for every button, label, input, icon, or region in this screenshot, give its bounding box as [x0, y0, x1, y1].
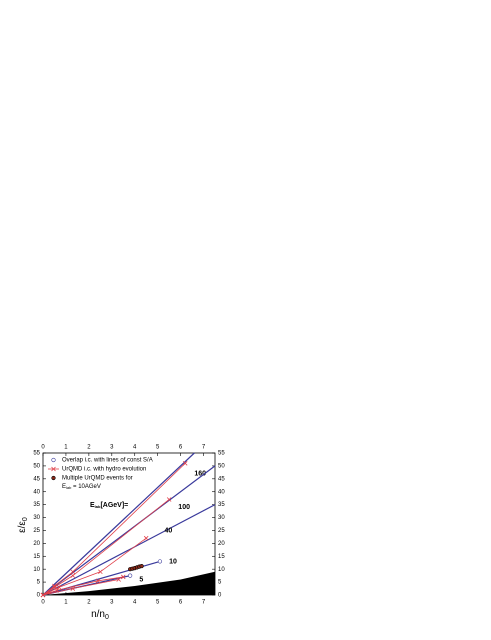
legend-sub: lab	[66, 485, 72, 490]
curve-label: 40	[165, 527, 173, 534]
x-tick-label: 4	[133, 600, 137, 606]
open-circle-marker	[128, 573, 133, 578]
cross-marker	[166, 497, 172, 502]
y-label-sub: 0	[22, 517, 29, 521]
annotation: Elab[AGeV]=	[90, 502, 128, 509]
y-tick-label-right: 10	[218, 567, 225, 573]
y-label-main: ε/ε	[17, 521, 28, 533]
x-tick-label: 7	[202, 600, 206, 606]
x-tick-label-top: 1	[64, 445, 68, 451]
annotation-rest: [AGeV]=	[100, 502, 128, 509]
x-tick-label-top: 2	[87, 445, 91, 451]
y-tick-label-right: 45	[218, 476, 225, 482]
y-tick-label-right: 0	[218, 593, 222, 599]
const-sa-line	[42, 504, 216, 596]
legend-label: UrQMD i.c. with hydro evolution	[62, 467, 146, 473]
cross-marker	[120, 574, 126, 580]
x-tick-label: 2	[87, 600, 91, 606]
cross-marker	[54, 588, 60, 593]
hydro-line	[42, 463, 186, 596]
cross-marker	[70, 573, 76, 578]
y-tick-label-right: 15	[218, 554, 225, 560]
y-tick-label: 20	[33, 541, 40, 547]
cross-marker	[116, 577, 121, 582]
y-tick-label-right: 35	[218, 502, 225, 508]
cross-marker	[51, 466, 56, 472]
x-tick-label-top: 0	[41, 445, 45, 451]
const-sa-line	[42, 452, 195, 596]
curve-label: 5	[139, 576, 143, 583]
y-tick-label-right: 30	[218, 515, 225, 521]
legend-rest: = 10AGeV	[71, 484, 101, 490]
filled-circle-marker	[51, 475, 56, 481]
x-tick-label: 1	[64, 600, 68, 606]
cross-marker	[98, 569, 103, 575]
y-tick-label: 55	[33, 451, 40, 457]
y-tick-label-right: 50	[218, 463, 225, 469]
filled-circle-marker	[139, 563, 144, 569]
legend-label: Multiple UrQMD events for	[62, 476, 133, 482]
cross-marker	[52, 583, 57, 589]
cross-marker	[70, 586, 76, 591]
curve-label: 10	[169, 558, 177, 565]
y-tick-label: 30	[33, 515, 40, 521]
curve-label: 160	[194, 470, 206, 477]
x-tick-label-top: 3	[110, 445, 114, 451]
y-tick-label: 5	[37, 580, 41, 586]
y-axis-label: ε/ε0	[17, 517, 29, 533]
y-tick-label-right: 55	[218, 451, 225, 457]
shaded-region	[43, 571, 215, 595]
x-tick-label-top: 6	[179, 445, 183, 451]
open-circle-marker	[51, 457, 56, 463]
x-label-sub: 0	[105, 614, 109, 621]
y-tick-label: 25	[33, 528, 40, 534]
x-tick-label: 3	[110, 600, 114, 606]
x-tick-label: 5	[156, 600, 160, 606]
plot-frame	[42, 452, 216, 596]
cross-marker	[56, 584, 62, 590]
y-tick-label: 40	[33, 489, 40, 495]
cross-marker	[95, 578, 101, 584]
legend-label: Overlap i.c. with lines of const S/A	[62, 458, 153, 464]
y-tick-label-right: 5	[218, 580, 222, 586]
cross-marker	[52, 584, 57, 590]
cross-marker	[40, 592, 46, 598]
open-circle-marker	[157, 559, 163, 564]
x-tick-label-top: 4	[133, 445, 137, 451]
annotation-sub: lab	[95, 504, 101, 509]
y-tick-label: 50	[33, 463, 40, 469]
x-tick-label: 0	[41, 600, 45, 606]
x-tick-label-top: 5	[156, 445, 160, 451]
y-tick-label-right: 25	[218, 528, 225, 534]
y-tick-label: 10	[33, 567, 40, 573]
y-tick-label: 45	[33, 476, 40, 482]
legend-main: E	[62, 484, 66, 490]
cross-marker	[182, 461, 188, 466]
y-tick-label-right: 40	[218, 489, 225, 495]
cross-marker	[70, 569, 76, 575]
cross-marker	[143, 535, 149, 541]
legend-label: Elab = 10AGeV	[62, 484, 101, 490]
x-axis-label: n/n0	[91, 609, 109, 621]
x-tick-label: 6	[179, 600, 183, 606]
y-tick-label: 35	[33, 502, 40, 508]
annotation-main: E	[90, 502, 95, 509]
y-tick-label: 15	[33, 554, 40, 560]
curve-label: 100	[178, 504, 190, 511]
y-tick-label: 0	[37, 593, 41, 599]
x-tick-label-top: 7	[202, 445, 206, 451]
const-sa-line	[42, 465, 216, 596]
y-tick-label-right: 20	[218, 541, 225, 547]
x-label-main: n/n	[91, 609, 105, 620]
